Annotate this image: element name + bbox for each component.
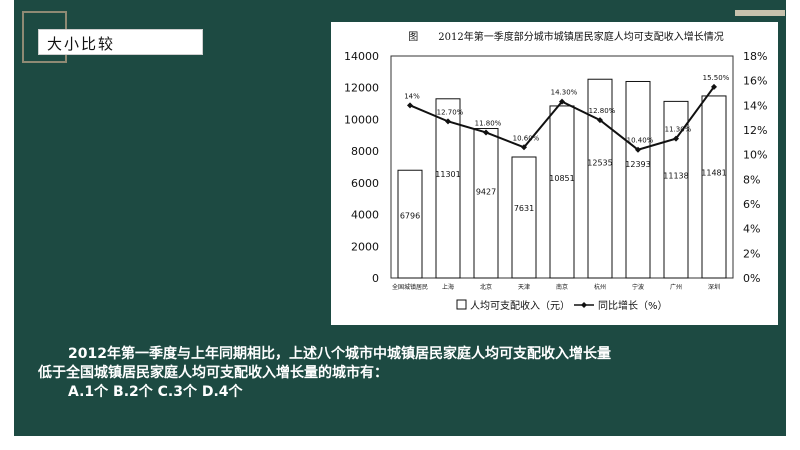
- bar-value-label: 11301: [435, 170, 460, 179]
- x-tick-label: 广州: [670, 283, 682, 291]
- y-left-tick-label: 2000: [351, 240, 379, 253]
- growth-point: [559, 98, 565, 105]
- growth-point: [673, 135, 679, 142]
- legend-bar-swatch: [456, 299, 467, 310]
- y-right-tick-label: 4%: [743, 223, 760, 236]
- y-left-tick-label: 6000: [351, 177, 379, 190]
- bar-value-label: 11138: [663, 172, 688, 181]
- chart-panel: 图 2012年第一季度部分城市城镇居民家庭人均可支配收入增长情况 0 2000 400…: [331, 22, 778, 325]
- growth-label: 14%: [404, 92, 420, 100]
- bar-value-label: 10851: [549, 174, 574, 183]
- y-left-tick-label: 8000: [351, 145, 379, 158]
- y-right-tick-label: 2%: [743, 247, 760, 260]
- bar-value-label: 12535: [587, 159, 612, 168]
- bar: [625, 80, 651, 279]
- accent-bar: [735, 10, 785, 16]
- question-line-2: 低于全国城镇居民家庭人均可支配收入增长量的城市有：: [38, 365, 388, 381]
- question-line-1: 2012年第一季度与上年同期相比，上述八个城市中城镇居民家庭人均可支配收入增长量: [68, 346, 611, 362]
- growth-point: [597, 117, 603, 124]
- bar: [701, 95, 727, 279]
- slide-title: 大小比较: [47, 35, 116, 53]
- x-tick-label: 南京: [556, 283, 568, 291]
- y-left-tick-label: 4000: [351, 209, 379, 222]
- legend-bar-label: 人均可支配收入（元）: [470, 299, 570, 312]
- y-left-tick-label: 14000: [344, 50, 379, 63]
- legend-line-marker: [581, 302, 587, 308]
- growth-point: [445, 118, 451, 125]
- growth-label: 12.80%: [589, 107, 616, 115]
- x-tick-label: 深圳: [708, 283, 720, 291]
- x-tick-label: 全国城镇居民: [392, 283, 428, 291]
- y-right-tick-label: 12%: [743, 124, 767, 137]
- growth-point: [407, 102, 413, 109]
- bar: [587, 78, 613, 279]
- bar: [663, 100, 689, 279]
- bar: [549, 105, 575, 279]
- y-left-tick-label: 0: [372, 272, 379, 285]
- bar: [435, 98, 461, 279]
- growth-point: [521, 144, 527, 151]
- y-right-tick-label: 0%: [743, 272, 760, 285]
- y-left-tick-label: 12000: [344, 82, 379, 95]
- bar: [511, 156, 537, 279]
- x-tick-label: 天津: [518, 284, 530, 291]
- y-left-tick-label: 10000: [344, 113, 379, 126]
- growth-point: [483, 129, 489, 136]
- x-tick-label: 杭州: [594, 283, 606, 291]
- growth-label: 15.50%: [703, 74, 730, 82]
- question-block: 2012年第一季度与上年同期相比，上述八个城市中城镇居民家庭人均可支配收入增长量…: [38, 345, 738, 402]
- y-right-tick-label: 18%: [743, 50, 767, 63]
- bar-value-label: 12393: [625, 160, 650, 169]
- answer-options: A.1个 B.2个 C.3个 D.4个: [68, 384, 243, 400]
- bar-value-label: 9427: [476, 187, 496, 196]
- y-right-tick-label: 6%: [743, 198, 760, 211]
- bar-value-label: 6796: [400, 211, 420, 220]
- bar-value-label: 11481: [701, 168, 726, 177]
- growth-point: [711, 83, 717, 90]
- growth-label: 10.60%: [513, 134, 540, 142]
- title-box: 大小比较: [38, 29, 203, 55]
- y-right-tick-label: 8%: [743, 173, 760, 186]
- growth-label: 11.80%: [475, 119, 502, 127]
- growth-label: 12.70%: [437, 108, 464, 116]
- y-right-tick-label: 14%: [743, 99, 767, 112]
- growth-label: 14.30%: [551, 89, 578, 97]
- y-right-tick-label: 10%: [743, 149, 767, 162]
- x-tick-label: 北京: [480, 283, 492, 291]
- bar: [473, 128, 499, 279]
- growth-label: 10.40%: [627, 137, 654, 145]
- bar: [397, 169, 423, 279]
- y-right-tick-label: 16%: [743, 75, 767, 88]
- growth-point: [635, 146, 641, 153]
- chart: 图 2012年第一季度部分城市城镇居民家庭人均可支配收入增长情况 0 2000 400…: [344, 30, 767, 312]
- growth-label: 11.30%: [665, 126, 692, 134]
- bar-value-label: 7631: [514, 204, 534, 213]
- legend-line-label: 同比增长（%）: [598, 299, 668, 312]
- x-tick-label: 宁波: [632, 283, 644, 291]
- x-tick-label: 上海: [442, 283, 454, 291]
- chart-title: 图 2012年第一季度部分城市城镇居民家庭人均可支配收入增长情况: [408, 30, 723, 43]
